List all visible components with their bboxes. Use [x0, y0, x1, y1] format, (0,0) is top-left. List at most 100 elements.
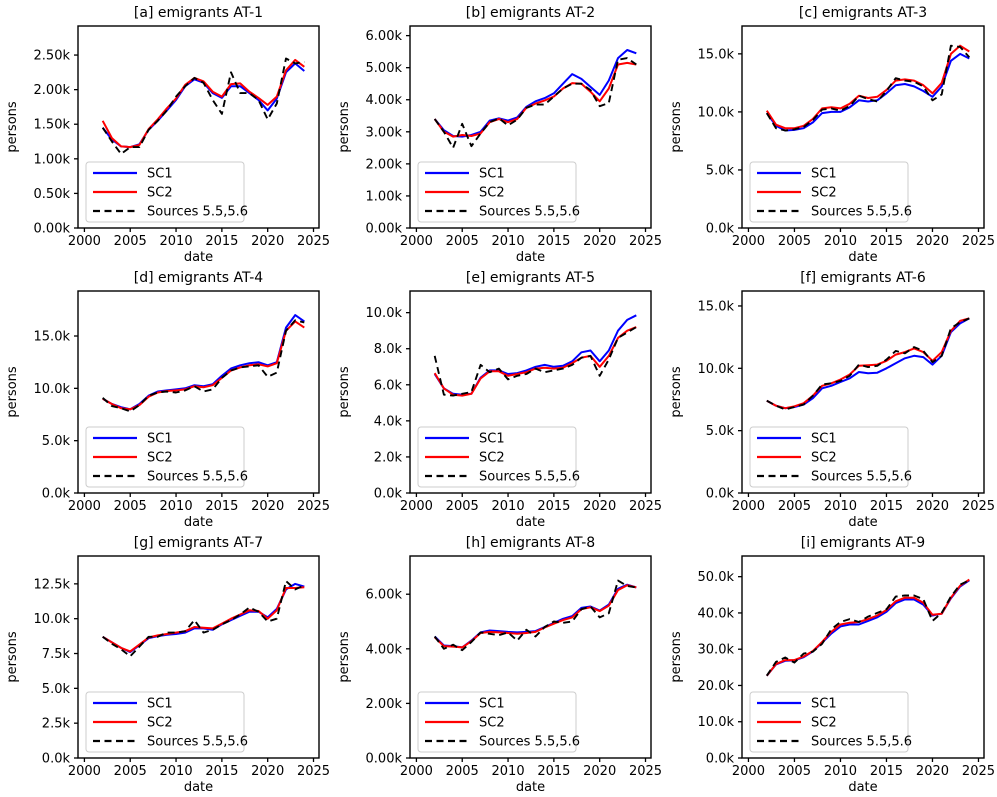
series-line-sc2	[102, 320, 305, 411]
legend: SC1 SC2 Sources 5.5,5.6	[749, 161, 912, 223]
legend-label: Sources 5.5,5.6	[811, 205, 912, 220]
x-tick-label: 2010	[160, 234, 193, 249]
chart-canvas-b: [b] emigrants AT-2 0.00k 1.00k 2.00k 3.00k 4.…	[337, 5, 662, 265]
legend-label: SC1	[147, 167, 173, 182]
x-tick-label: 2005	[114, 499, 147, 514]
x-tick-label: 2010	[824, 764, 857, 779]
x-tick-label: 2020	[251, 499, 284, 514]
legend-label: SC1	[147, 697, 173, 712]
x-tick-label: 2025	[297, 234, 330, 249]
x-tick-label: 2000	[732, 764, 765, 779]
x-tick-label: 2005	[778, 499, 811, 514]
y-tick-label: 10.0k	[34, 612, 71, 627]
legend-label: SC2	[147, 716, 173, 731]
legend: SC1 SC2 Sources 5.5,5.6	[417, 161, 580, 223]
x-tick-label: 2005	[778, 234, 811, 249]
y-axis-label: persons	[669, 631, 684, 683]
x-tick-label: 2015	[205, 764, 238, 779]
x-axis-label: date	[848, 780, 877, 795]
legend-label: Sources 5.5,5.6	[479, 205, 580, 220]
y-tick-label: 2.00k	[366, 157, 403, 172]
y-tick-label: 5.00k	[366, 61, 403, 76]
legend: SC1 SC2 Sources 5.5,5.6	[749, 426, 912, 488]
x-tick-label: 2010	[824, 234, 857, 249]
chart-canvas-h: [h] emigrants AT-8 0.00k 2.00k 4.00k 6.00k 20…	[337, 535, 662, 795]
x-tick-label: 2000	[400, 234, 433, 249]
y-axis-label: persons	[337, 101, 352, 153]
series-line-sc1	[766, 579, 970, 677]
legend-label: Sources 5.5,5.6	[811, 735, 912, 750]
y-tick-label: 0.0k	[706, 752, 735, 767]
legend-box	[85, 426, 245, 488]
x-tick-label: 2025	[962, 499, 995, 514]
y-tick-label: 10.0k	[698, 105, 735, 120]
x-tick-label: 2015	[870, 499, 903, 514]
legend-label: SC2	[479, 451, 505, 466]
chart-title: [a] emigrants AT-1	[134, 5, 263, 21]
series-line-sc1	[102, 314, 305, 411]
series-line-sources-5-5-5-6	[102, 319, 305, 413]
y-tick-label: 0.0k	[706, 222, 735, 237]
y-tick-label: 10.0k	[698, 362, 735, 377]
chart-title: [d] emigrants AT-4	[134, 270, 264, 286]
legend: SC1 SC2 Sources 5.5,5.6	[85, 161, 248, 223]
x-tick-label: 2005	[446, 499, 479, 514]
y-tick-label: 5.0k	[706, 163, 735, 178]
legend: SC1 SC2 Sources 5.5,5.6	[417, 426, 580, 488]
legend-label: Sources 5.5,5.6	[147, 205, 248, 220]
x-tick-label: 2015	[537, 234, 570, 249]
y-tick-label: 2.00k	[366, 697, 403, 712]
series-line-sc1	[102, 582, 305, 654]
legend-label: SC1	[811, 167, 837, 182]
legend-label: SC2	[147, 451, 173, 466]
x-tick-label: 2020	[251, 234, 284, 249]
y-tick-label: 10.0k	[34, 382, 71, 397]
legend-box	[85, 161, 245, 223]
x-tick-label: 2010	[160, 499, 193, 514]
series-line-sources-5-5-5-6	[102, 580, 305, 658]
legend-label: SC1	[479, 432, 505, 447]
x-tick-label: 2020	[916, 499, 949, 514]
chart-canvas-d: [d] emigrants AT-4 0.0k 5.0k 10.0k 15.0k 2000…	[5, 270, 330, 530]
y-tick-label: 2.5k	[42, 717, 71, 732]
chart-title: [b] emigrants AT-2	[466, 5, 595, 21]
x-tick-label: 2005	[446, 764, 479, 779]
plot-border	[77, 290, 320, 494]
legend-label: SC2	[479, 716, 505, 731]
x-tick-label: 2000	[68, 764, 101, 779]
x-tick-label: 2020	[583, 234, 616, 249]
y-tick-label: 0.00k	[34, 222, 71, 237]
chart-title: [f] emigrants AT-6	[800, 270, 926, 286]
series-line-sc1	[433, 314, 637, 396]
y-tick-label: 2.50k	[34, 49, 71, 64]
y-tick-label: 40.0k	[698, 606, 735, 621]
y-tick-label: 1.00k	[34, 152, 71, 167]
legend-box	[417, 426, 577, 488]
y-tick-label: 10.0k	[698, 715, 735, 730]
legend: SC1 SC2 Sources 5.5,5.6	[85, 691, 248, 753]
series-line-sources-5-5-5-6	[766, 317, 970, 411]
legend-box	[749, 161, 909, 223]
subplot-f: [f] emigrants AT-6 0.0k 5.0k 10.0k 15.0k 2000…	[664, 265, 997, 530]
x-tick-label: 2015	[870, 234, 903, 249]
series-line-sources-5-5-5-6	[433, 57, 637, 149]
x-tick-label: 2005	[114, 234, 147, 249]
plot-border	[741, 25, 985, 229]
series-line-sc2	[433, 61, 637, 138]
y-tick-label: 0.0k	[42, 752, 71, 767]
legend-label: SC2	[811, 186, 837, 201]
legend-label: SC1	[811, 432, 837, 447]
legend-box	[85, 691, 245, 753]
legend-label: SC2	[147, 186, 173, 201]
plot-border	[77, 555, 320, 759]
y-axis-label: persons	[669, 366, 684, 418]
x-tick-label: 2025	[962, 234, 995, 249]
subplot-d: [d] emigrants AT-4 0.0k 5.0k 10.0k 15.0k 2000…	[0, 265, 332, 530]
x-tick-label: 2005	[114, 764, 147, 779]
series-line-sc2	[433, 326, 637, 397]
legend: SC1 SC2 Sources 5.5,5.6	[417, 691, 580, 753]
x-axis-label: date	[516, 780, 545, 795]
y-axis-label: persons	[337, 631, 352, 683]
y-tick-label: 20.0k	[698, 679, 735, 694]
